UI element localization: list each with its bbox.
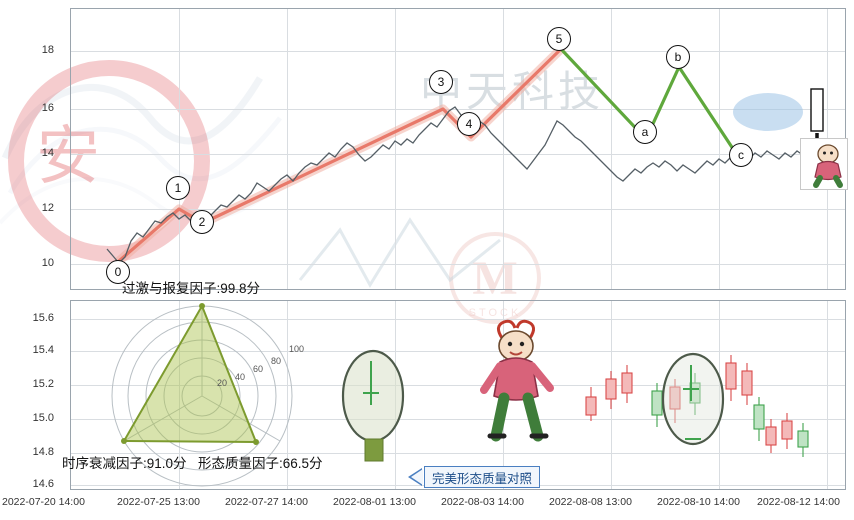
xlabel-5: 2022-08-08 13:00 xyxy=(549,496,632,508)
ylabel-top-10: 10 xyxy=(41,257,54,269)
lgridline-15.2 xyxy=(71,385,845,386)
radar-chart: 20 40 60 80 100 xyxy=(74,300,354,490)
lvgridline-1 xyxy=(179,301,180,489)
svg-text:STOCK: STOCK xyxy=(469,307,522,319)
red-seal-text: 安 xyxy=(36,121,100,192)
factor-shape-label: 形态质量因子:66.5分 xyxy=(198,456,323,471)
wave-label-b: b xyxy=(666,45,690,69)
price-line-svg xyxy=(106,44,822,266)
vgridline-2 xyxy=(287,9,288,289)
ylabel-top-18: 18 xyxy=(41,44,54,56)
vgridline-6 xyxy=(719,9,720,289)
gridline-12 xyxy=(71,209,845,210)
lvgridline-6 xyxy=(719,301,720,489)
ylabel-low-14.8: 14.8 xyxy=(32,446,54,458)
radar-tick-40: 40 xyxy=(235,372,246,382)
radar-tick-80: 80 xyxy=(271,356,282,366)
gridline-14 xyxy=(71,154,845,155)
ylabel-top-14: 14 xyxy=(41,147,54,159)
wave-label-2: 2 xyxy=(190,210,214,234)
ylabel-low-15.0: 15.0 xyxy=(32,412,54,424)
vgridline-1 xyxy=(179,9,180,289)
factor-overshoot-label: 过激与报复因子:99.8分 xyxy=(122,281,261,296)
wave-label-5: 5 xyxy=(547,27,571,51)
wave-label-1: 1 xyxy=(166,176,190,200)
ylabel-top-12: 12 xyxy=(41,202,54,214)
highlight-ellipse xyxy=(733,93,803,131)
wave-label-c: c xyxy=(729,143,753,167)
ylabel-low-14.6: 14.6 xyxy=(32,478,54,490)
lgridline-15.4 xyxy=(71,351,845,352)
wave-label-4: 4 xyxy=(457,112,481,136)
xlabel-4: 2022-08-03 14:00 xyxy=(441,496,524,508)
brand-watermark: M STOCK xyxy=(400,230,590,340)
gridline-16 xyxy=(71,109,845,110)
xlabel-3: 2022-08-01 13:00 xyxy=(333,496,416,508)
lvgridline-7 xyxy=(827,301,828,489)
gridline-10 xyxy=(71,264,845,265)
radar-tick-100: 100 xyxy=(289,344,305,354)
wave-label-3: 3 xyxy=(429,70,453,94)
lvgridline-2 xyxy=(287,301,288,489)
svg-text:M: M xyxy=(472,252,517,305)
vgridline-3 xyxy=(395,9,396,289)
wave-label-a: a xyxy=(633,120,657,144)
xlabel-0: 2022-07-20 14:00 xyxy=(2,496,85,508)
factor-decay-label: 时序衰减因子:91.0分 xyxy=(62,456,187,471)
xlabel-2: 2022-07-27 14:00 xyxy=(225,496,308,508)
lower-candles-svg xyxy=(341,349,809,462)
radar-tick-20: 20 xyxy=(217,378,228,388)
ylabel-low-15.4: 15.4 xyxy=(32,344,54,356)
xlabel-7: 2022-08-12 14:00 xyxy=(757,496,840,508)
gridline-18 xyxy=(71,51,845,52)
ylabel-low-15.6: 15.6 xyxy=(32,312,54,324)
ylabel-low-15.2: 15.2 xyxy=(32,378,54,390)
callout-box: 完美形态质量对照 xyxy=(424,466,541,488)
lgridline-15.0 xyxy=(71,419,845,420)
lgridline-15.6 xyxy=(71,319,845,320)
xlabel-1: 2022-07-25 13:00 xyxy=(117,496,200,508)
radar-tick-60: 60 xyxy=(253,364,264,374)
callout-arrow-inner-icon xyxy=(411,469,423,485)
xlabel-6: 2022-08-10 14:00 xyxy=(657,496,740,508)
vgridline-5 xyxy=(611,9,612,289)
callout-text: 完美形态质量对照 xyxy=(432,471,533,486)
lgridline-14.8 xyxy=(71,453,845,454)
ylabel-top-16: 16 xyxy=(41,102,54,114)
wave-label-0: 0 xyxy=(106,260,130,284)
vgridline-4 xyxy=(503,9,504,289)
